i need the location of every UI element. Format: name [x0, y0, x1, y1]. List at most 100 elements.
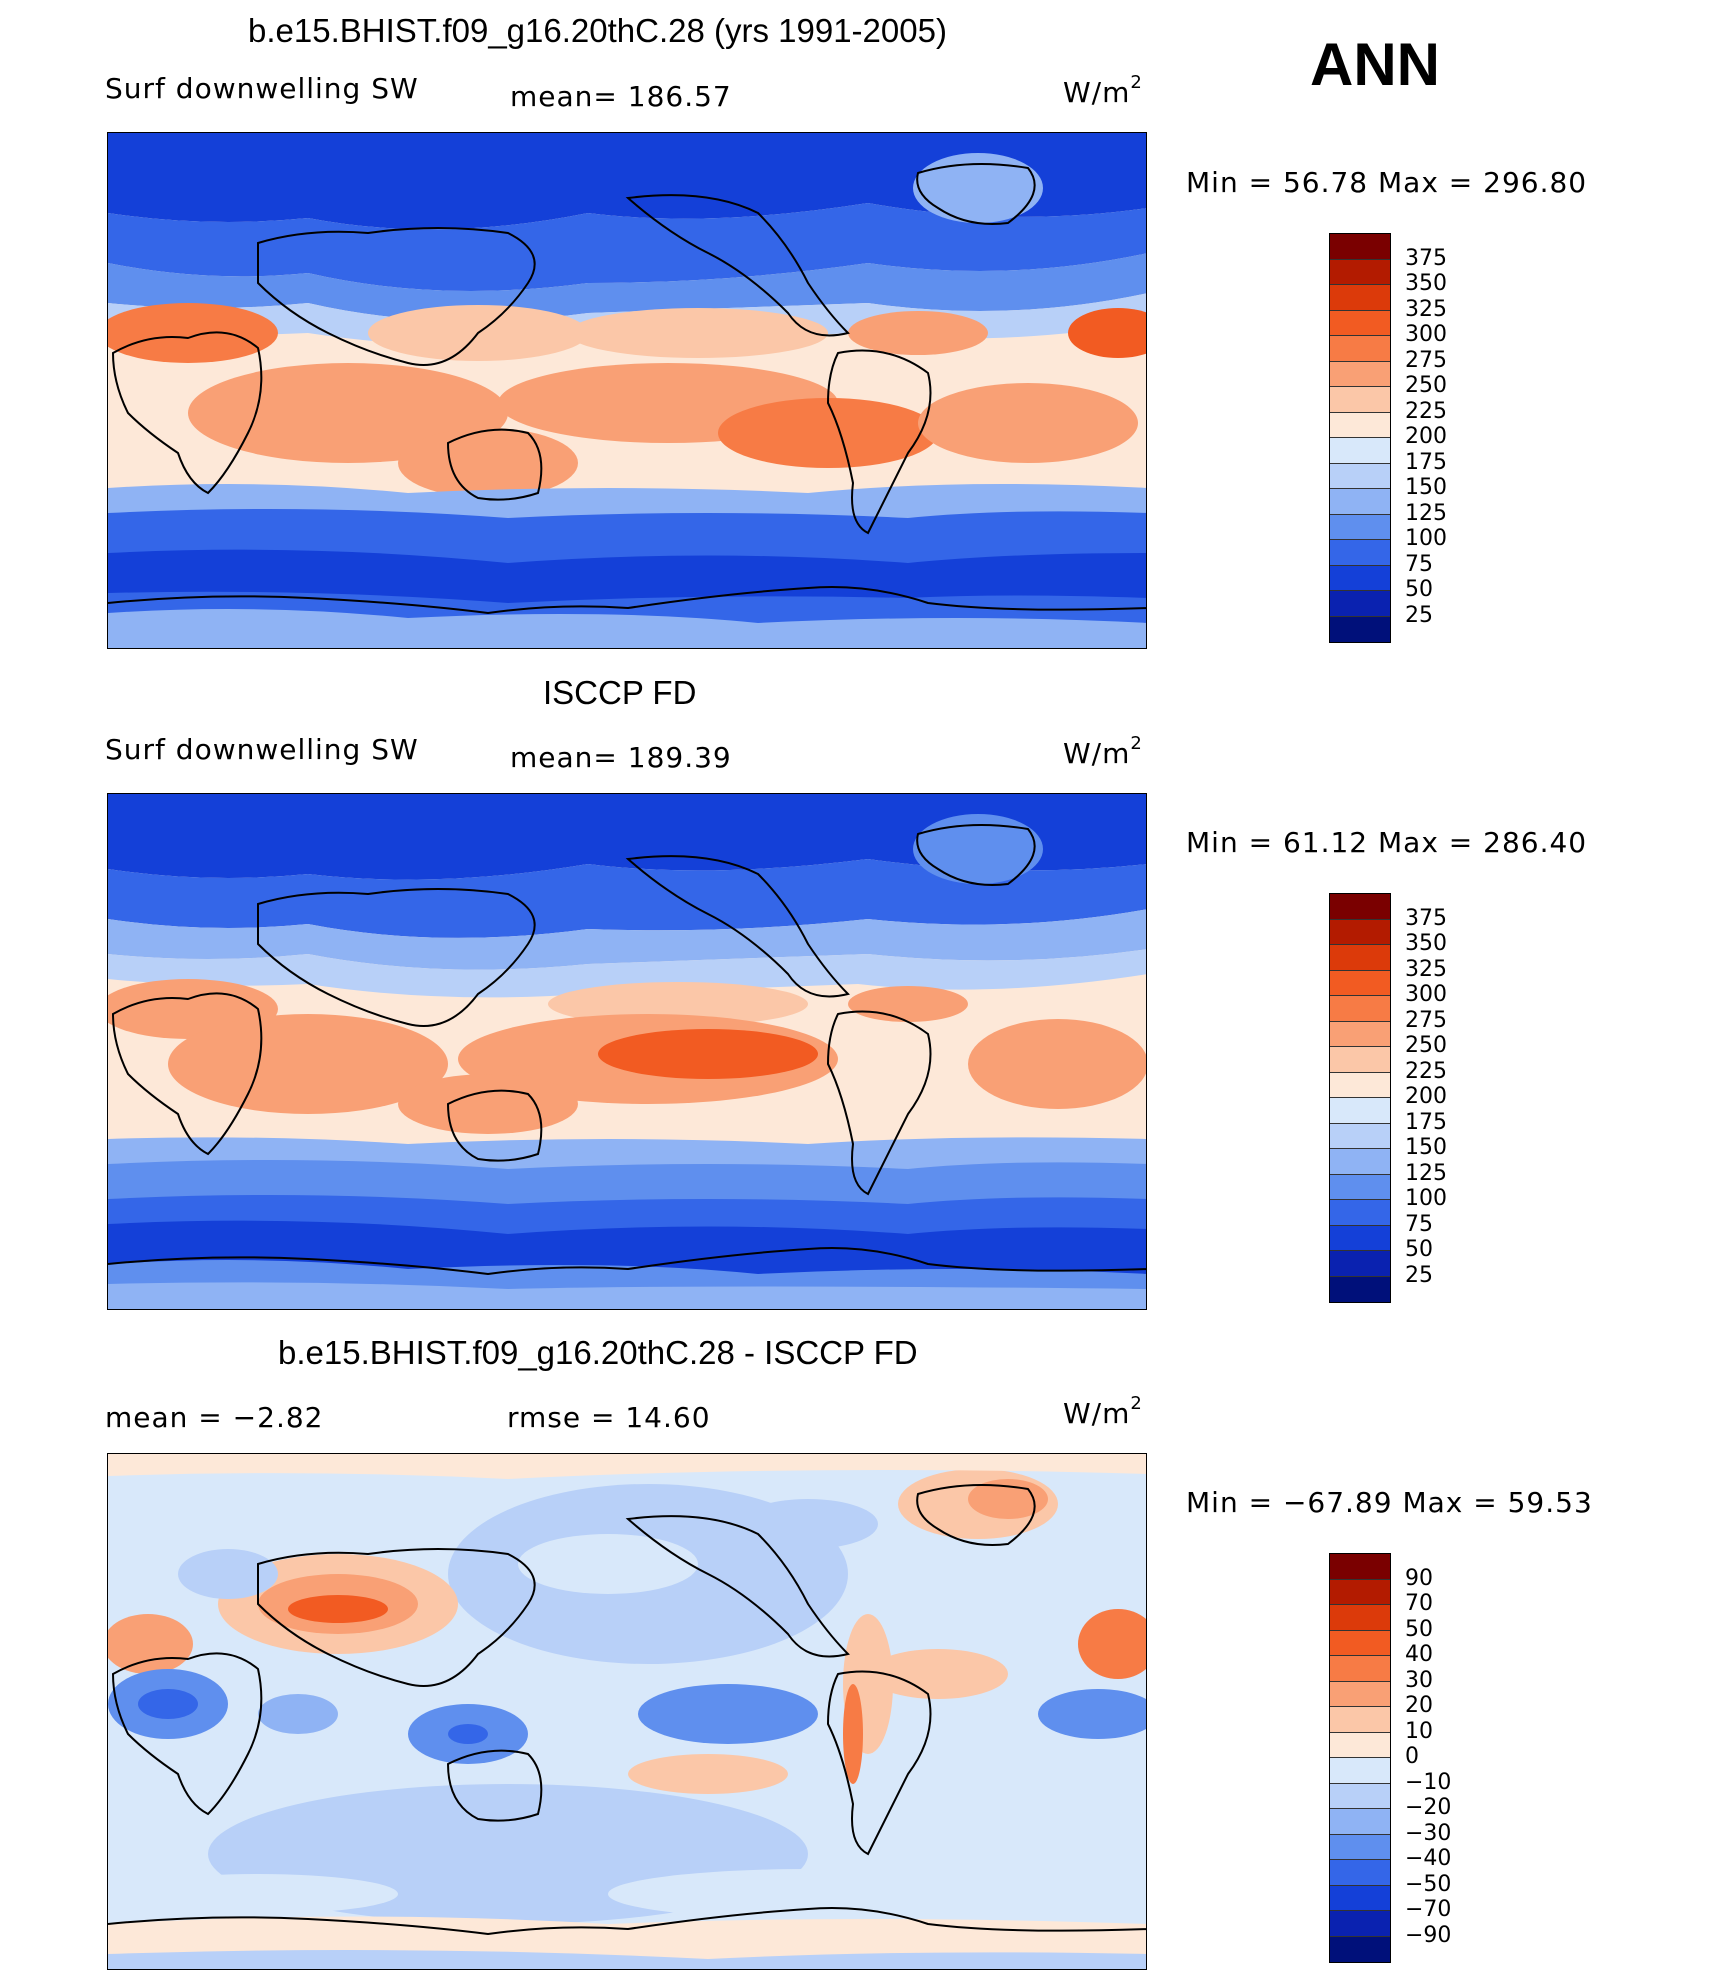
panel2-colorbar-tick-label: 50	[1405, 1237, 1433, 1262]
panel2-colorbar-swatch	[1330, 1174, 1390, 1200]
panel3-minmax-label: Min = −67.89 Max = 59.53	[1186, 1486, 1593, 1519]
panel1-colorbar-swatch	[1330, 234, 1390, 260]
panel3-colorbar-swatch	[1330, 1681, 1390, 1707]
panel1-title: b.e15.BHIST.f09_g16.20thC.28 (yrs 1991-2…	[248, 12, 947, 49]
panel3-colorbar-tick-label: 10	[1405, 1718, 1433, 1744]
panel2-colorbar-tick-label: 25	[1405, 1262, 1433, 1288]
panel1-map	[107, 132, 1147, 649]
panel1-colorbar-swatch	[1330, 489, 1390, 515]
panel3-mean-label: mean = −2.82	[105, 1401, 324, 1434]
panel2-colorbar-swatch	[1330, 945, 1390, 971]
panel3-colorbar-swatch	[1330, 1885, 1390, 1911]
panel2-colorbar-swatch	[1330, 919, 1390, 945]
panel3-title: b.e15.BHIST.f09_g16.20thC.28 - ISCCP FD	[278, 1334, 918, 1371]
panel2-minmax-label: Min = 61.12 Max = 286.40	[1186, 826, 1588, 859]
panel2-colorbar-tick-label: 125	[1405, 1160, 1447, 1186]
panel3-colorbar-tick-label: −70	[1405, 1897, 1452, 1922]
panel3-colorbar-swatch	[1330, 1783, 1390, 1809]
panel2-unit-label: W/m2	[1063, 733, 1143, 770]
panel2-colorbar-swatch	[1330, 1047, 1390, 1073]
panel2-colorbar-swatch	[1330, 1251, 1390, 1277]
panel3-colorbar-tick-label: 0	[1405, 1744, 1419, 1769]
panel3-colorbar-swatch	[1330, 1834, 1390, 1860]
panel3-colorbar-swatch	[1330, 1809, 1390, 1835]
panel2-colorbar-tick-label: 300	[1405, 982, 1447, 1007]
panel1-colorbar-tick-label: 225	[1405, 398, 1447, 424]
panel2-colorbar-tick-label: 225	[1405, 1058, 1447, 1084]
panel1-colorbar-tick-label: 250	[1405, 373, 1447, 398]
panel1-colorbar-tick-label: 25	[1405, 602, 1433, 628]
panel1-colorbar-swatch	[1330, 463, 1390, 489]
panel3-colorbar-tick-label: −30	[1405, 1820, 1452, 1846]
panel2-mean-label: mean= 189.39	[510, 741, 732, 774]
panel3-colorbar-tick-label: −10	[1405, 1769, 1452, 1795]
panel2-colorbar-swatch	[1330, 1225, 1390, 1251]
panel3-colorbar-tick-label: 20	[1405, 1693, 1433, 1718]
panel2-colorbar-swatch	[1330, 894, 1390, 920]
panel1-colorbar-tick-label: 200	[1405, 424, 1447, 449]
panel2-colorbar-swatch	[1330, 1021, 1390, 1047]
panel3-colorbar-tick-label: −40	[1405, 1846, 1452, 1871]
panel3-colorbar-tick-label: −50	[1405, 1871, 1452, 1897]
panel1-colorbar-swatch	[1330, 514, 1390, 540]
panel3-colorbar-swatch	[1330, 1936, 1390, 1962]
panel1-colorbar-swatch	[1330, 616, 1390, 642]
panel1-colorbar-swatch	[1330, 361, 1390, 387]
panel1-colorbar-tick-label: 150	[1405, 475, 1447, 500]
panel1-colorbar-swatch	[1330, 438, 1390, 464]
panel1-colorbar-tick-label: 100	[1405, 526, 1447, 551]
panel2-colorbar-swatch	[1330, 1098, 1390, 1124]
panel3-colorbar-swatch	[1330, 1758, 1390, 1784]
panel3-colorbar-swatch	[1330, 1579, 1390, 1605]
panel3-colorbar-tick-label: −90	[1405, 1922, 1452, 1948]
panel2-colorbar-swatch	[1330, 1149, 1390, 1175]
panel1-colorbar-tick-label: 300	[1405, 322, 1447, 347]
panel1-colorbar-swatch	[1330, 285, 1390, 311]
panel3-colorbar-tick-label: 90	[1405, 1565, 1433, 1591]
panel1-colorbar-swatch	[1330, 412, 1390, 438]
panel1-colorbar-swatch	[1330, 540, 1390, 566]
panel1-colorbar-tick-label: 275	[1405, 347, 1447, 373]
panel3-colorbar-tick-label: 40	[1405, 1642, 1433, 1667]
panel2-colorbar-tick-label: 150	[1405, 1135, 1447, 1160]
panel1-unit-label: W/m2	[1063, 72, 1143, 109]
panel3-colorbar-swatch	[1330, 1656, 1390, 1682]
season-label: ANN	[1310, 31, 1440, 98]
panel3-colorbar-swatch	[1330, 1860, 1390, 1886]
panel2-colorbar-tick-label: 325	[1405, 956, 1447, 982]
panel3-colorbar-tick-label: 30	[1405, 1667, 1433, 1693]
panel2-colorbar-tick-label: 175	[1405, 1109, 1447, 1135]
panel1-variable-label: Surf downwelling SW	[105, 72, 419, 105]
panel1-colorbar-swatch	[1330, 387, 1390, 413]
panel2-colorbar-swatch	[1330, 970, 1390, 996]
panel1-colorbar-tick-label: 50	[1405, 577, 1433, 602]
panel1-minmax-label: Min = 56.78 Max = 296.80	[1186, 166, 1588, 199]
panel1-colorbar-tick-label: 125	[1405, 500, 1447, 526]
panel1-colorbar-swatch	[1330, 591, 1390, 617]
panel1-colorbar-tick-label: 75	[1405, 551, 1433, 577]
panel1-colorbar-tick-label: 375	[1405, 245, 1447, 271]
panel2-colorbar-swatch	[1330, 1123, 1390, 1149]
panel2-colorbar-swatch	[1330, 1200, 1390, 1226]
panel1-colorbar-swatch	[1330, 310, 1390, 336]
panel2-colorbar	[1329, 893, 1391, 1303]
panel2-colorbar-tick-label: 250	[1405, 1033, 1447, 1058]
panel3-unit-label: W/m2	[1063, 1393, 1143, 1430]
panel1-colorbar-tick-label: 350	[1405, 271, 1447, 296]
panel1-colorbar-swatch	[1330, 259, 1390, 285]
panel3-colorbar-swatch	[1330, 1554, 1390, 1580]
panel3-rmse-label: rmse = 14.60	[507, 1401, 711, 1434]
panel3-colorbar-swatch	[1330, 1911, 1390, 1937]
panel1-mean-label: mean= 186.57	[510, 80, 732, 113]
panel3-colorbar	[1329, 1553, 1391, 1963]
panel3-colorbar-swatch	[1330, 1732, 1390, 1758]
panel2-colorbar-tick-label: 350	[1405, 931, 1447, 956]
panel3-colorbar-swatch	[1330, 1630, 1390, 1656]
panel1-colorbar-tick-label: 175	[1405, 449, 1447, 475]
panel3-colorbar-swatch	[1330, 1605, 1390, 1631]
panel3-colorbar-swatch	[1330, 1707, 1390, 1733]
panel2-colorbar-swatch	[1330, 1276, 1390, 1302]
panel1-colorbar-swatch	[1330, 336, 1390, 362]
panel3-colorbar-tick-label: 70	[1405, 1591, 1433, 1616]
panel1-colorbar	[1329, 233, 1391, 643]
